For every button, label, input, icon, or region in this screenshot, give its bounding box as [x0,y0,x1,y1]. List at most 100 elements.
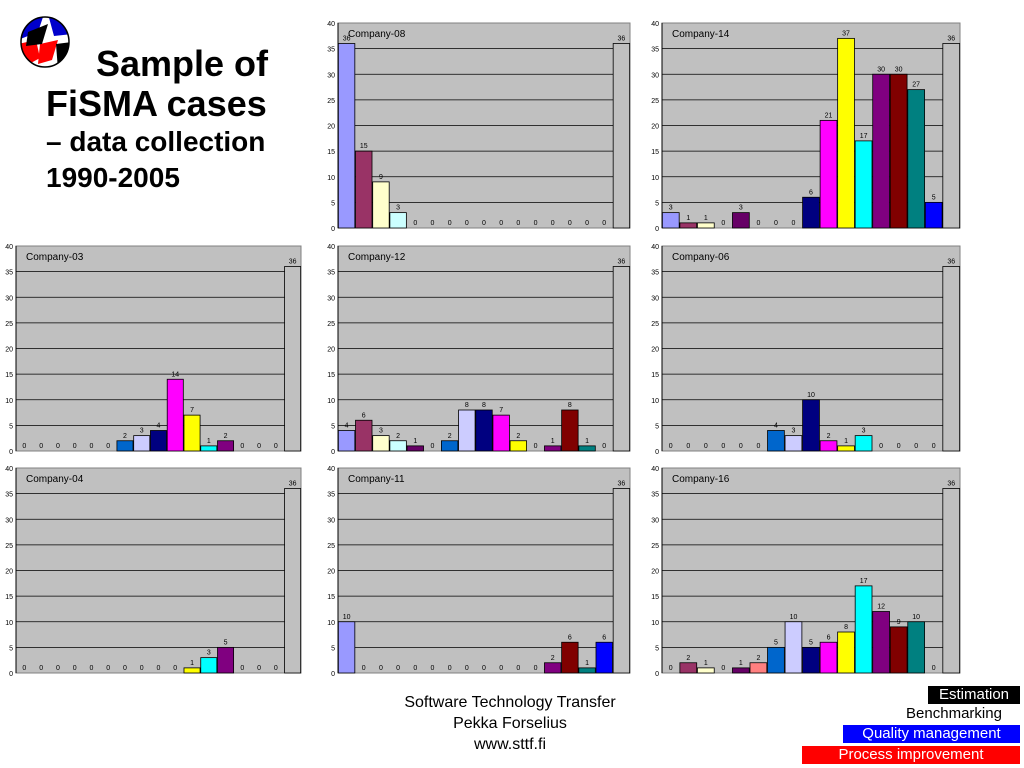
y-tick-label: 30 [327,295,335,302]
y-tick-label: 25 [327,98,335,105]
data-label: 6 [827,634,831,641]
chart-title: Company-12 [348,252,406,263]
y-tick-label: 5 [655,423,659,430]
data-label: 12 [877,604,885,611]
y-tick-label: 0 [655,449,659,456]
bar [802,399,820,452]
y-tick-label: 10 [327,620,335,627]
data-label: 17 [860,133,868,140]
y-tick-label: 35 [651,492,659,499]
data-label: 0 [257,665,261,672]
data-label: 1 [585,660,589,667]
bar [819,119,838,229]
y-tick-label: 30 [327,72,335,79]
data-label: 0 [534,665,538,672]
bar [389,440,407,452]
data-label: 7 [499,407,503,414]
chart-company-16-svg: 0510152025303540Company-1602101251056817… [651,466,961,678]
chart-company-03: 0 5 10 15 20 25 30 35 40 Company-03 0 0 0 0 0 0 2 3 4 14 7 1 2… [0,241,305,459]
y-tick-label: 5 [9,645,13,652]
y-tick-label: 25 [651,543,659,550]
footer-organization: Software Technology Transfer [404,694,616,711]
y-tick-label: 25 [651,98,659,105]
data-label: 0 [704,443,708,450]
data-label: 0 [482,665,486,672]
y-tick-label: 40 [5,244,13,251]
data-label: 5 [932,194,936,201]
data-label: 0 [39,665,43,672]
data-label: 4 [157,423,161,430]
bar [183,667,201,674]
data-label: 1 [686,215,690,222]
y-tick-label: 20 [5,347,13,354]
data-label: 0 [585,220,589,227]
bar [802,646,820,674]
data-label: 8 [482,402,486,409]
bar [889,73,908,229]
data-label: 0 [721,665,725,672]
footer: Software Technology Transfer Pekka Forse… [360,692,660,755]
y-tick-label: 5 [331,423,335,430]
bar [406,445,424,452]
y-tick-label: 5 [9,423,13,430]
badge-estimation: Estimation [928,686,1020,704]
chart-company-08: 0 5 10 15 20 25 30 35 40 Company-08 36 15 9 3 0 0 0 0 0 0 0 0… [322,18,634,236]
data-label: 0 [448,220,452,227]
data-label: 37 [842,30,850,37]
y-tick-label: 15 [651,372,659,379]
data-label: 0 [431,665,435,672]
data-label: 36 [947,481,955,488]
data-label: 2 [396,433,400,440]
y-tick-label: 30 [651,295,659,302]
bar [612,488,631,674]
bar [819,641,838,674]
bar [183,414,201,452]
bar [942,43,961,229]
data-label: 36 [343,36,351,43]
chart-title: Company-06 [672,252,730,263]
y-tick-label: 20 [651,569,659,576]
y-tick-label: 10 [327,175,335,182]
bar [679,222,698,229]
data-label: 0 [721,443,725,450]
y-tick-label: 0 [655,671,659,678]
y-tick-label: 20 [327,124,335,131]
data-label: 0 [534,443,538,450]
data-label: 2 [827,433,831,440]
bar [372,435,390,452]
y-tick-label: 0 [655,226,659,233]
data-label: 3 [140,428,144,435]
bar [116,440,134,452]
bar [372,181,390,229]
y-tick-label: 15 [327,594,335,601]
bar [854,140,873,229]
title-line-1: Sample of [96,43,269,84]
bar [561,409,579,452]
y-tick-label: 15 [327,372,335,379]
data-label: 10 [343,614,351,621]
data-label: 36 [289,259,297,266]
bar [578,667,596,674]
data-label: 0 [932,665,936,672]
data-label: 0 [774,220,778,227]
y-tick-label: 40 [651,244,659,251]
bar [872,611,890,674]
y-tick-label: 40 [327,466,335,473]
data-label: 3 [739,205,743,212]
data-label: 5 [224,639,228,646]
data-label: 0 [482,220,486,227]
y-tick-label: 40 [327,21,335,28]
chart-company-11-svg: 0 5 10 15 20 25 30 35 40 Company-11 10 0 0 0 0 0 0 0 0 0 0 0 2… [327,466,631,678]
chart-title: Company-14 [672,29,730,40]
bar [544,445,562,452]
y-tick-label: 5 [655,645,659,652]
bar [389,212,407,229]
y-tick-label: 15 [327,149,335,156]
bar [784,621,803,674]
y-tick-label: 40 [651,466,659,473]
data-label: 0 [669,665,673,672]
bar [337,43,356,229]
data-label: 0 [73,665,77,672]
data-label: 0 [465,220,469,227]
